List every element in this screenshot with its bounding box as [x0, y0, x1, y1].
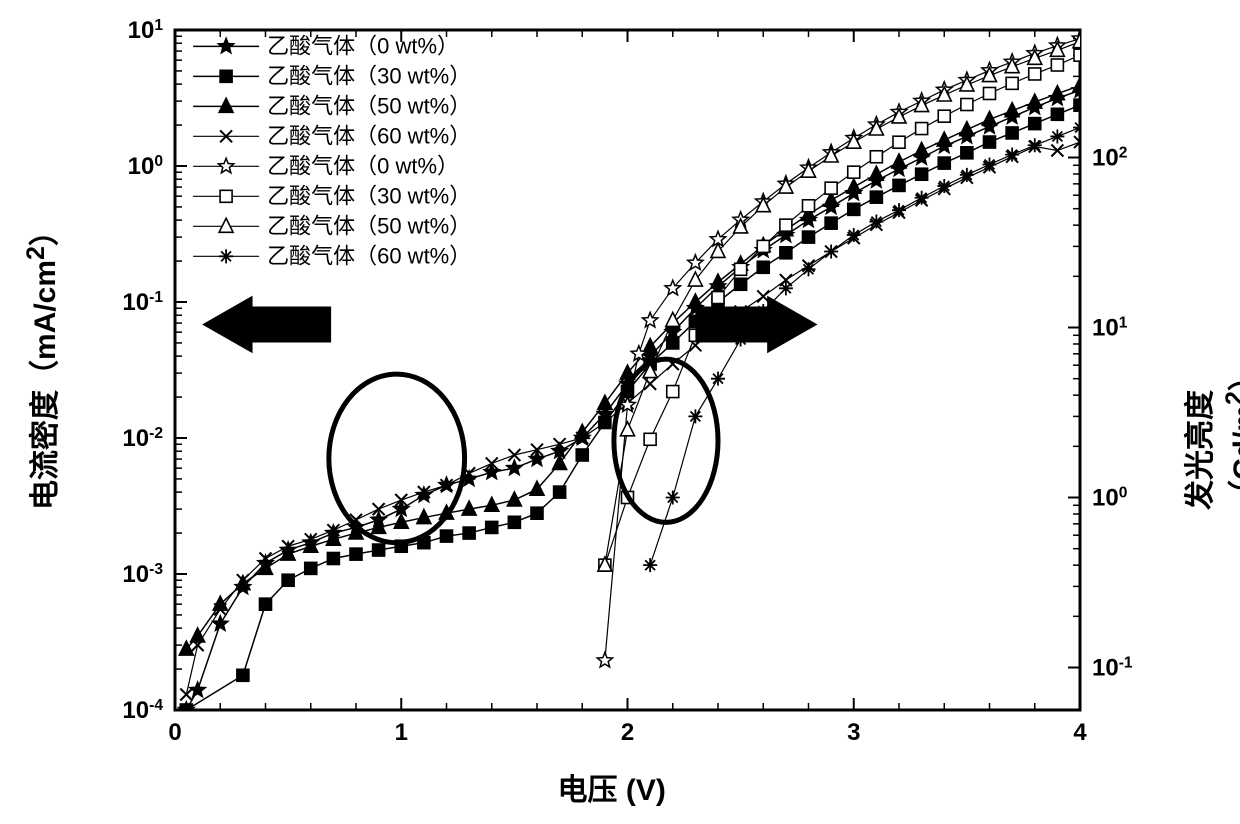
x-axis-label: 电压 (V): [558, 765, 666, 809]
svg-text:101: 101: [128, 17, 164, 45]
svg-text:10-1: 10-1: [122, 289, 163, 317]
svg-text:10-1: 10-1: [1092, 654, 1133, 682]
svg-text:乙酸气体（60 wt%）: 乙酸气体（60 wt%）: [267, 243, 471, 268]
svg-text:10-4: 10-4: [122, 697, 163, 725]
svg-text:乙酸气体（30 wt%）: 乙酸气体（30 wt%）: [267, 63, 471, 88]
svg-text:乙酸气体（0 wt%）: 乙酸气体（0 wt%）: [267, 153, 459, 178]
svg-text:乙酸气体（60 wt%）: 乙酸气体（60 wt%）: [267, 123, 471, 148]
svg-text:100: 100: [1092, 484, 1128, 512]
svg-text:2: 2: [621, 719, 634, 746]
svg-text:10-2: 10-2: [122, 425, 163, 453]
svg-text:0: 0: [168, 719, 181, 746]
svg-text:乙酸气体（0 wt%）: 乙酸气体（0 wt%）: [267, 33, 459, 58]
y-left-axis-label: 电流密度（mA/cm2）: [20, 216, 64, 510]
svg-text:1: 1: [395, 719, 408, 746]
svg-text:100: 100: [128, 153, 164, 181]
dual-axis-log-chart: 0 1 2 3 4 10-4 10-3 10-2 10-1 100 101 10-1 100 101 102…: [0, 0, 1240, 824]
svg-text:102: 102: [1092, 144, 1128, 172]
svg-text:101: 101: [1092, 314, 1128, 342]
svg-text:乙酸气体（30 wt%）: 乙酸气体（30 wt%）: [267, 183, 471, 208]
svg-text:10-3: 10-3: [122, 561, 163, 589]
svg-text:4: 4: [1073, 719, 1087, 746]
svg-text:3: 3: [847, 719, 860, 746]
svg-text:乙酸气体（50 wt%）: 乙酸气体（50 wt%）: [267, 93, 471, 118]
y-right-axis-label: 发光亮度（Cd/m2）: [1175, 361, 1240, 510]
svg-text:乙酸气体（50 wt%）: 乙酸气体（50 wt%）: [267, 213, 471, 238]
